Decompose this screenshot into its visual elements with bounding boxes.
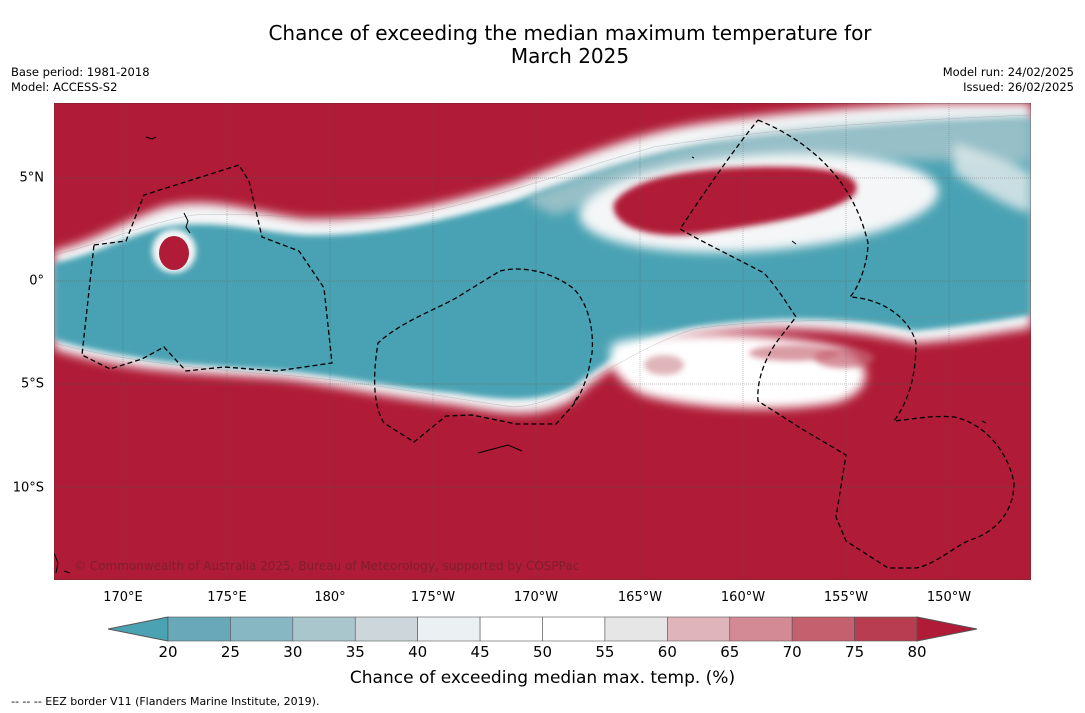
- colorbar-tick-label: 35: [345, 643, 365, 661]
- issued-date: Issued: 26/02/2025: [963, 80, 1074, 94]
- map-credit: © Commonwealth of Australia 2025, Bureau…: [74, 559, 580, 573]
- eez-borders: [81, 119, 1015, 569]
- lat-label: 10°S: [12, 480, 44, 496]
- island-1: [145, 136, 157, 140]
- island-3: [691, 156, 695, 159]
- meta-left: Base period: 1981-2018 Model: ACCESS-S2: [11, 65, 150, 95]
- colorbar-segment: [729, 616, 793, 642]
- colorbar-tick-label: 60: [657, 643, 677, 661]
- warm-spot-w: [152, 229, 196, 273]
- lon-label: 150°W: [926, 590, 972, 605]
- island-8: [54, 552, 59, 574]
- colorbar-segment: [667, 616, 731, 642]
- colorbar-tick-label: 55: [595, 643, 615, 661]
- lat-label: 5°N: [19, 170, 45, 186]
- colorbar-tick-label: 25: [220, 643, 240, 661]
- lon-label: 160°W: [720, 590, 766, 605]
- title-line-2: March 2025: [510, 44, 630, 68]
- island-7: [573, 396, 578, 404]
- colorbar-segment: [417, 616, 481, 642]
- lon-label: 170°E: [103, 590, 143, 605]
- title-line-1: Chance of exceeding the median maximum t…: [268, 21, 872, 45]
- lat-label: 5°S: [20, 376, 44, 392]
- meta-right: Model run: 24/02/2025 Issued: 26/02/2025: [943, 65, 1074, 95]
- colorbar-tick-label: 45: [470, 643, 490, 661]
- model-run: Model run: 24/02/2025: [942, 65, 1074, 79]
- islands: [54, 136, 987, 574]
- eez-kiribati-line: [679, 119, 1015, 569]
- colorbar-title: Chance of exceeding median max. temp. (%…: [349, 668, 736, 688]
- colorbar-right-extension: [916, 616, 978, 642]
- island-6: [981, 420, 987, 424]
- colorbar-tick-label: 70: [782, 643, 802, 661]
- colorbar-segment: [479, 616, 543, 642]
- eez-kiribati-gilberts: [81, 164, 333, 372]
- island-2: [183, 212, 191, 234]
- lon-label: 170°W: [513, 590, 559, 605]
- colorbar-segments: [167, 616, 918, 642]
- colorbar-segment: [230, 616, 294, 642]
- colorbar-left-extension: [108, 616, 169, 642]
- lon-label: 165°W: [617, 590, 663, 605]
- colorbar-segment: [542, 616, 606, 642]
- colorbar-segment: [292, 616, 356, 642]
- colorbar-segment: [354, 616, 418, 642]
- contour-lines: [54, 114, 1031, 408]
- pink-spot-1: [644, 345, 874, 375]
- island-9: [63, 570, 71, 574]
- island-4: [791, 240, 797, 245]
- colorbar: [108, 616, 978, 642]
- eez-footnote: -- -- -- EEZ border V11 (Flanders Marine…: [11, 695, 320, 708]
- graticule: [54, 103, 1031, 580]
- colorbar-tick-label: 65: [720, 643, 740, 661]
- chart-title: Chance of exceeding the median maximum t…: [0, 22, 1085, 68]
- lon-label: 155°W: [823, 590, 869, 605]
- colorbar-segment: [604, 616, 668, 642]
- colorbar-segment: [854, 616, 918, 642]
- lat-label: 0°: [29, 273, 44, 289]
- base-period: Base period: 1981-2018: [11, 65, 150, 79]
- colorbar-tick-label: 20: [158, 643, 178, 661]
- colorbar-segment: [167, 616, 231, 642]
- colorbar-segment: [791, 616, 855, 642]
- lon-label: 175°E: [207, 590, 247, 605]
- colorbar-tick-label: 40: [408, 643, 428, 661]
- lon-label: 175°W: [410, 590, 456, 605]
- colorbar-tick-label: 75: [845, 643, 865, 661]
- colorbar-tick-label: 80: [907, 643, 927, 661]
- model-name: Model: ACCESS-S2: [11, 80, 118, 94]
- colorbar-tick-label: 30: [283, 643, 303, 661]
- colorbar-tick-label: 50: [532, 643, 553, 661]
- forecast-map: [54, 103, 1031, 580]
- lon-label: 180°: [314, 590, 346, 605]
- island-5: [477, 444, 523, 454]
- warm-island-ne: [613, 166, 857, 236]
